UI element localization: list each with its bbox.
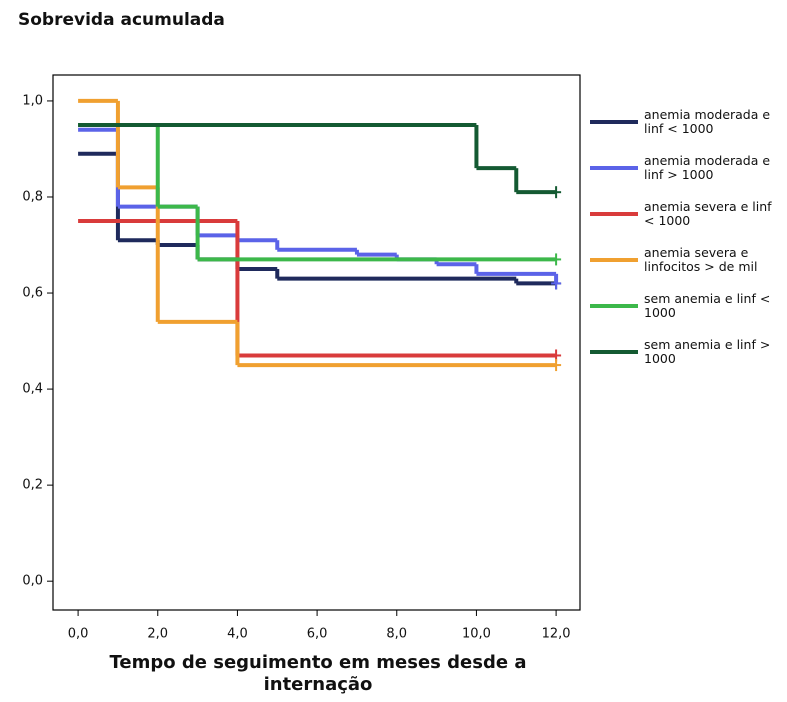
legend-swatch [590, 258, 638, 262]
x-tick-label: 4,0 [227, 627, 248, 642]
legend-item: anemia moderada e linf < 1000 [590, 108, 785, 136]
legend-item: anemia moderada e linf > 1000 [590, 154, 785, 182]
legend-label: anemia moderada e linf < 1000 [644, 107, 771, 136]
chart-title: Sobrevida acumulada [18, 10, 225, 30]
y-tick-label: 1,0 [22, 93, 43, 108]
legend-item: anemia severa e linfocitos > de mil [590, 246, 785, 274]
legend-swatch [590, 166, 638, 170]
legend-swatch [590, 350, 638, 354]
legend-label: anemia severa e linf < 1000 [644, 199, 772, 228]
legend-swatch [590, 120, 638, 124]
x-axis-label: Tempo de seguimento em meses desde a int… [109, 652, 527, 695]
x-tick-label: 8,0 [386, 627, 407, 642]
legend-label: anemia severa e linfocitos > de mil [644, 245, 758, 274]
y-tick-label: 0,4 [22, 382, 43, 397]
legend-label: anemia moderada e linf > 1000 [644, 153, 771, 182]
y-tick-label: 0,2 [22, 478, 43, 493]
x-tick-label: 10,0 [462, 627, 491, 642]
y-tick-label: 0,0 [22, 574, 43, 589]
y-tick-label: 0,6 [22, 286, 43, 301]
x-tick-label: 12,0 [542, 627, 571, 642]
legend-item: sem anemia e linf < 1000 [590, 292, 785, 320]
legend-label: sem anemia e linf < 1000 [644, 291, 771, 320]
legend-swatch [590, 304, 638, 308]
plot-frame [52, 74, 581, 611]
x-tick-label: 6,0 [307, 627, 328, 642]
legend-item: anemia severa e linf < 1000 [590, 200, 785, 228]
legend-swatch [590, 212, 638, 216]
x-tick-label: 2,0 [147, 627, 168, 642]
legend-item: sem anemia e linf > 1000 [590, 338, 785, 366]
x-tick-label: 0,0 [68, 627, 89, 642]
y-tick-label: 0,8 [22, 189, 43, 204]
legend-label: sem anemia e linf > 1000 [644, 337, 771, 366]
